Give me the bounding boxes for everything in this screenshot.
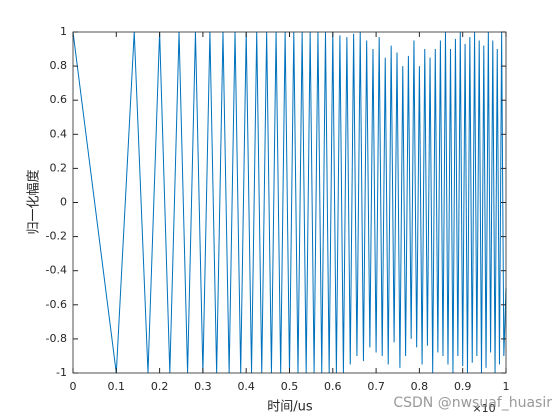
y-axis-label: 归一化幅度 <box>26 169 42 234</box>
x-tick-label: 1 <box>503 380 510 393</box>
y-tick-label: -1 <box>56 366 67 379</box>
y-tick-label: 0.6 <box>50 93 68 106</box>
data-line <box>72 31 507 374</box>
y-tick-label: 0.2 <box>50 161 68 174</box>
y-tick-label: -0.6 <box>46 298 67 311</box>
x-exponent-label: ×10 <box>472 402 495 415</box>
x-axis-label: 时间/us <box>267 400 313 415</box>
y-tick-label: -0.4 <box>46 264 67 277</box>
x-tick-label: 0.1 <box>108 380 126 393</box>
x-tick-label: 0.2 <box>151 380 169 393</box>
x-tick-label: 0 <box>70 380 77 393</box>
y-tick-label: 0 <box>60 196 67 209</box>
x-tick-label: 0.8 <box>411 380 429 393</box>
x-tick-label: 0.9 <box>454 380 472 393</box>
x-tick-label: 0.7 <box>367 380 385 393</box>
y-tick-label: 0.8 <box>50 59 68 72</box>
y-tick-label: 1 <box>60 25 67 38</box>
y-tick-label: -0.2 <box>46 230 67 243</box>
x-tick-label: 0.6 <box>324 380 342 393</box>
y-tick-label: -0.8 <box>46 332 67 345</box>
x-tick-label: 0.3 <box>194 380 212 393</box>
watermark: CSDN @nwsuaf_huasir <box>393 395 552 411</box>
y-tick-label: 0.4 <box>50 127 68 140</box>
x-tick-label: 0.5 <box>281 380 299 393</box>
x-tick-label: 0.4 <box>237 380 255 393</box>
